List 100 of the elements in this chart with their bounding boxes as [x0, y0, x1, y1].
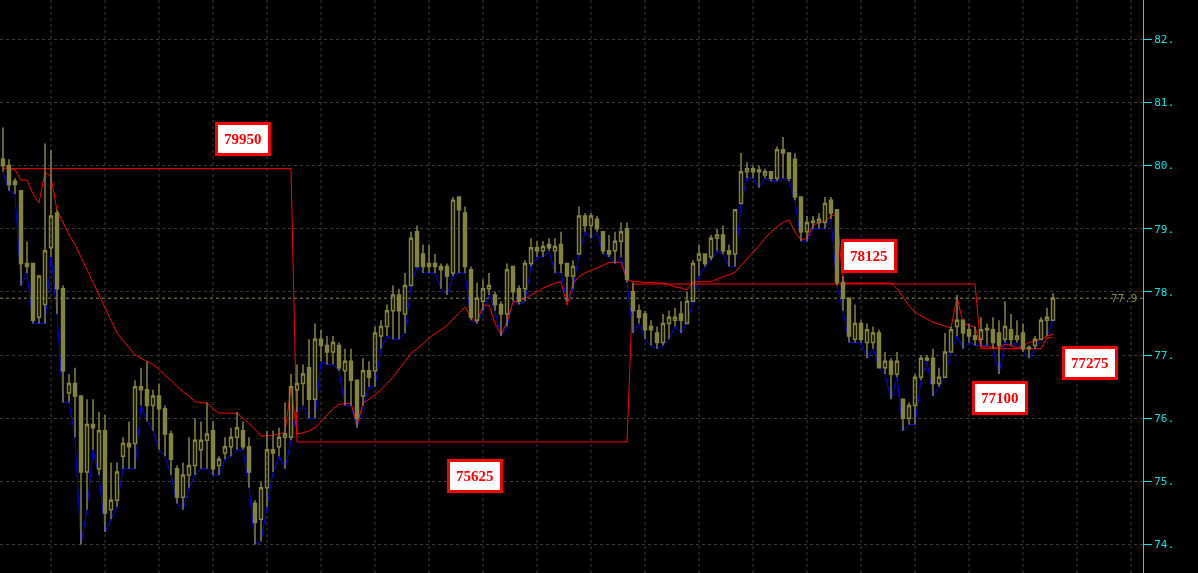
- candlestick: [192, 417, 198, 476]
- candlestick: [582, 212, 588, 233]
- candlestick: [564, 262, 570, 303]
- candlestick: [606, 234, 612, 258]
- candlestick: [126, 420, 132, 470]
- candlestick: [576, 205, 582, 255]
- candlestick: [294, 363, 300, 413]
- candlestick: [366, 360, 372, 388]
- annotation: 79950: [224, 131, 262, 147]
- candlestick: [426, 243, 432, 274]
- candlestick: [948, 325, 954, 353]
- annotation: 78125: [850, 248, 888, 264]
- line-series: [2, 171, 1054, 546]
- candlestick: [0, 126, 6, 173]
- candlestick: [924, 354, 930, 363]
- candlestick: [714, 227, 720, 252]
- y-tick-label: 76.: [1154, 412, 1175, 426]
- candlestick: [930, 347, 936, 397]
- candlestick: [96, 411, 102, 476]
- candlestick: [966, 322, 972, 344]
- candlestick: [672, 306, 678, 328]
- candlestick: [798, 196, 804, 243]
- candlestick: [894, 351, 900, 378]
- candlestick: [24, 240, 30, 274]
- candlestick: [492, 291, 498, 312]
- candlestick: [114, 461, 120, 508]
- candlestick: [624, 221, 630, 284]
- candlestick: [198, 420, 204, 470]
- candlestick: [792, 152, 798, 202]
- candlestick: [216, 455, 222, 476]
- candlestick: [990, 316, 996, 350]
- candlestick: [474, 281, 480, 325]
- candlestick: [648, 319, 654, 347]
- candlestick: [336, 341, 342, 372]
- candlestick: [210, 420, 216, 476]
- candlestick: [312, 322, 318, 419]
- candlestick: [888, 357, 894, 401]
- candlestick: [222, 436, 228, 461]
- candlestick: [456, 196, 462, 274]
- candlestick: [810, 215, 816, 230]
- candlestick: [324, 335, 330, 366]
- candlestick: [6, 158, 12, 192]
- y-tick-label: 75.: [1154, 475, 1175, 489]
- candlestick: [1008, 313, 1014, 347]
- candlestick: [1032, 335, 1038, 350]
- candlestick: [258, 480, 264, 543]
- y-tick-label: 77.: [1154, 348, 1175, 362]
- candlestick: [750, 164, 756, 179]
- annotation: 77100: [981, 390, 1019, 406]
- candlestick: [408, 231, 414, 287]
- candlestick: [906, 401, 912, 426]
- candlestick: [912, 373, 918, 426]
- candlestick: [954, 294, 960, 337]
- candlestick: [570, 259, 576, 290]
- annotation: 75625: [456, 468, 494, 484]
- candlestick: [174, 464, 180, 505]
- candlestick: [870, 325, 876, 350]
- candlestick: [528, 237, 534, 268]
- candlestick: [150, 389, 156, 432]
- candlestick: [108, 461, 114, 521]
- candlestick: [360, 357, 366, 407]
- candlestick: [276, 426, 282, 457]
- candlestick: [48, 148, 54, 258]
- candlestick: [168, 430, 174, 476]
- candlestick: [768, 171, 774, 183]
- candlestick: [204, 401, 210, 470]
- candlestick: [636, 303, 642, 325]
- candlestick: [858, 319, 864, 344]
- candlestick: [972, 325, 978, 347]
- candlestick: [834, 208, 840, 287]
- candlestick: [354, 379, 360, 429]
- candlestick: [144, 360, 150, 423]
- candlestick: [18, 190, 24, 287]
- candlestick: [54, 208, 60, 315]
- candlestick: [486, 272, 492, 296]
- candlestick: [696, 243, 702, 277]
- candlestick: [996, 319, 1002, 375]
- candlestick: [546, 237, 552, 252]
- candlestick: [282, 401, 288, 470]
- y-tick-label: 79.: [1154, 222, 1175, 236]
- candlestick: [846, 297, 852, 344]
- candlestick: [432, 253, 438, 274]
- candlestick: [234, 411, 240, 451]
- candlestick: [438, 262, 444, 290]
- candlestick: [30, 262, 36, 325]
- candlestick: [936, 366, 942, 388]
- candlestick: [1050, 292, 1056, 322]
- candlestick: [684, 291, 690, 325]
- candlestick: [414, 224, 420, 268]
- candlestick: [900, 398, 906, 432]
- candlestick: [942, 332, 948, 378]
- candlestick: [102, 414, 108, 533]
- candlestick: [780, 136, 786, 179]
- candlestick: [918, 354, 924, 382]
- candlestick: [600, 231, 606, 255]
- candlestick: [390, 284, 396, 340]
- candlestick: [396, 287, 402, 340]
- candlestick: [1014, 319, 1020, 344]
- candlestick: [330, 335, 336, 366]
- candlestick: [138, 366, 144, 407]
